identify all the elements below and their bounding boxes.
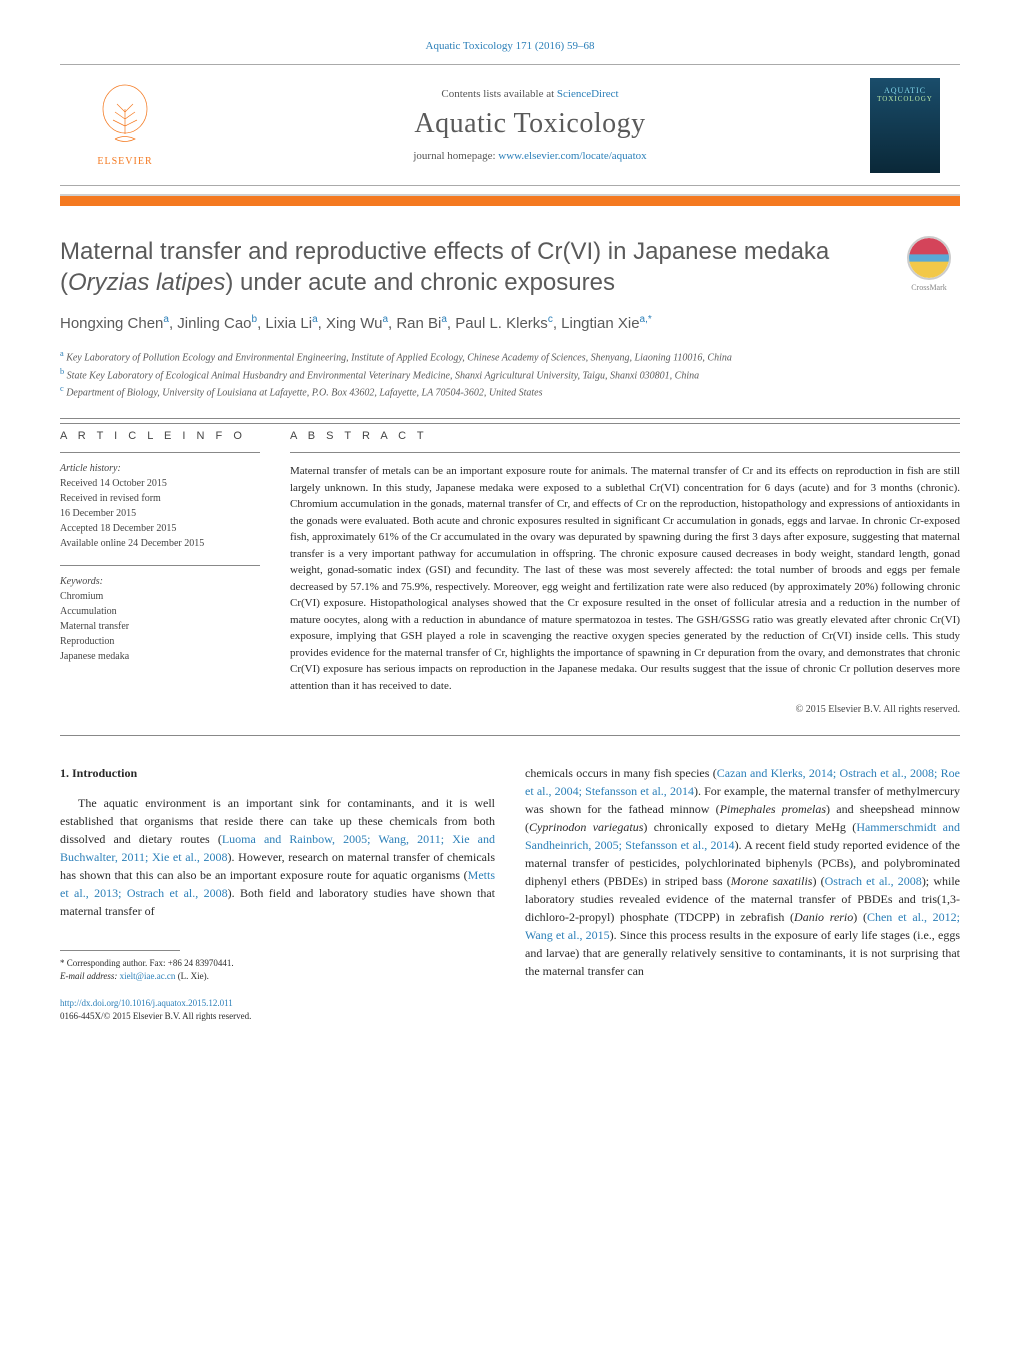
- section-divider-bottom: [60, 735, 960, 736]
- intro-heading: 1. Introduction: [60, 764, 495, 782]
- abstract-copyright: © 2015 Elsevier B.V. All rights reserved…: [290, 704, 960, 715]
- elsevier-label: ELSEVIER: [97, 156, 152, 167]
- elsevier-tree-icon: [95, 84, 155, 154]
- intro-paragraph-2: chemicals occurs in many fish species (C…: [525, 764, 960, 980]
- email-label: E-mail address:: [60, 971, 120, 981]
- homepage-link[interactable]: www.elsevier.com/locate/aquatox: [498, 150, 646, 162]
- email-link[interactable]: xielt@iae.ac.cn: [120, 971, 176, 981]
- body-columns: 1. Introduction The aquatic environment …: [60, 764, 960, 1023]
- abstract-divider: [290, 452, 960, 453]
- header-citation-link[interactable]: Aquatic Toxicology 171 (2016) 59–68: [426, 40, 595, 52]
- crossmark-label: CrossMark: [911, 283, 947, 292]
- section-divider-top: [60, 418, 960, 424]
- abstract-text: Maternal transfer of metals can be an im…: [290, 463, 960, 694]
- body-column-left: 1. Introduction The aquatic environment …: [60, 764, 495, 1023]
- body-column-right: chemicals occurs in many fish species (C…: [525, 764, 960, 1023]
- corresponding-footnote: * Corresponding author. Fax: +86 24 8397…: [60, 957, 495, 982]
- issn-line: 0166-445X/© 2015 Elsevier B.V. All right…: [60, 1011, 251, 1021]
- email-line: E-mail address: xielt@iae.ac.cn (L. Xie)…: [60, 970, 495, 983]
- keywords-block: Keywords: ChromiumAccumulationMaternal t…: [60, 574, 260, 664]
- elsevier-logo: ELSEVIER: [80, 75, 170, 175]
- abstract-heading: A B S T R A C T: [290, 430, 960, 442]
- article-title: Maternal transfer and reproductive effec…: [60, 236, 898, 298]
- homepage-line: journal homepage: www.elsevier.com/locat…: [190, 150, 870, 162]
- article-info-heading: A R T I C L E I N F O: [60, 430, 260, 442]
- email-suffix: (L. Xie).: [175, 971, 209, 981]
- journal-cover: AQUATIC TOXICOLOGY: [870, 78, 940, 173]
- authors: Hongxing Chena, Jinling Caob, Lixia Lia,…: [60, 314, 960, 332]
- corr-author-line: * Corresponding author. Fax: +86 24 8397…: [60, 957, 495, 970]
- article-history: Article history: Received 14 October 201…: [60, 461, 260, 551]
- affiliation-line: b State Key Laboratory of Ecological Ani…: [60, 366, 960, 383]
- footnote-divider: [60, 950, 180, 951]
- info-divider-2: [60, 565, 260, 566]
- crossmark-icon: [907, 236, 951, 280]
- header-citation: Aquatic Toxicology 171 (2016) 59–68: [60, 40, 960, 52]
- affiliations: a Key Laboratory of Pollution Ecology an…: [60, 348, 960, 400]
- info-divider: [60, 452, 260, 453]
- cover-title-1: AQUATIC: [884, 86, 926, 95]
- homepage-prefix: journal homepage:: [413, 150, 498, 162]
- journal-name: Aquatic Toxicology: [190, 108, 870, 140]
- sciencedirect-bar: ELSEVIER Contents lists available at Sci…: [60, 64, 960, 186]
- abstract-column: A B S T R A C T Maternal transfer of met…: [290, 430, 960, 715]
- doi-link[interactable]: http://dx.doi.org/10.1016/j.aquatox.2015…: [60, 998, 233, 1008]
- affiliation-line: a Key Laboratory of Pollution Ecology an…: [60, 348, 960, 365]
- keywords-label: Keywords:: [60, 576, 103, 587]
- history-label: Article history:: [60, 463, 121, 474]
- contents-line: Contents lists available at ScienceDirec…: [190, 88, 870, 100]
- cover-title-2: TOXICOLOGY: [877, 95, 933, 103]
- orange-divider: [60, 194, 960, 206]
- footer-links: http://dx.doi.org/10.1016/j.aquatox.2015…: [60, 997, 495, 1024]
- intro-paragraph-1: The aquatic environment is an important …: [60, 794, 495, 920]
- affiliation-line: c Department of Biology, University of L…: [60, 383, 960, 400]
- article-info-column: A R T I C L E I N F O Article history: R…: [60, 430, 260, 715]
- contents-prefix: Contents lists available at: [441, 88, 556, 100]
- sciencedirect-link[interactable]: ScienceDirect: [557, 88, 619, 100]
- crossmark-badge[interactable]: CrossMark: [898, 236, 960, 298]
